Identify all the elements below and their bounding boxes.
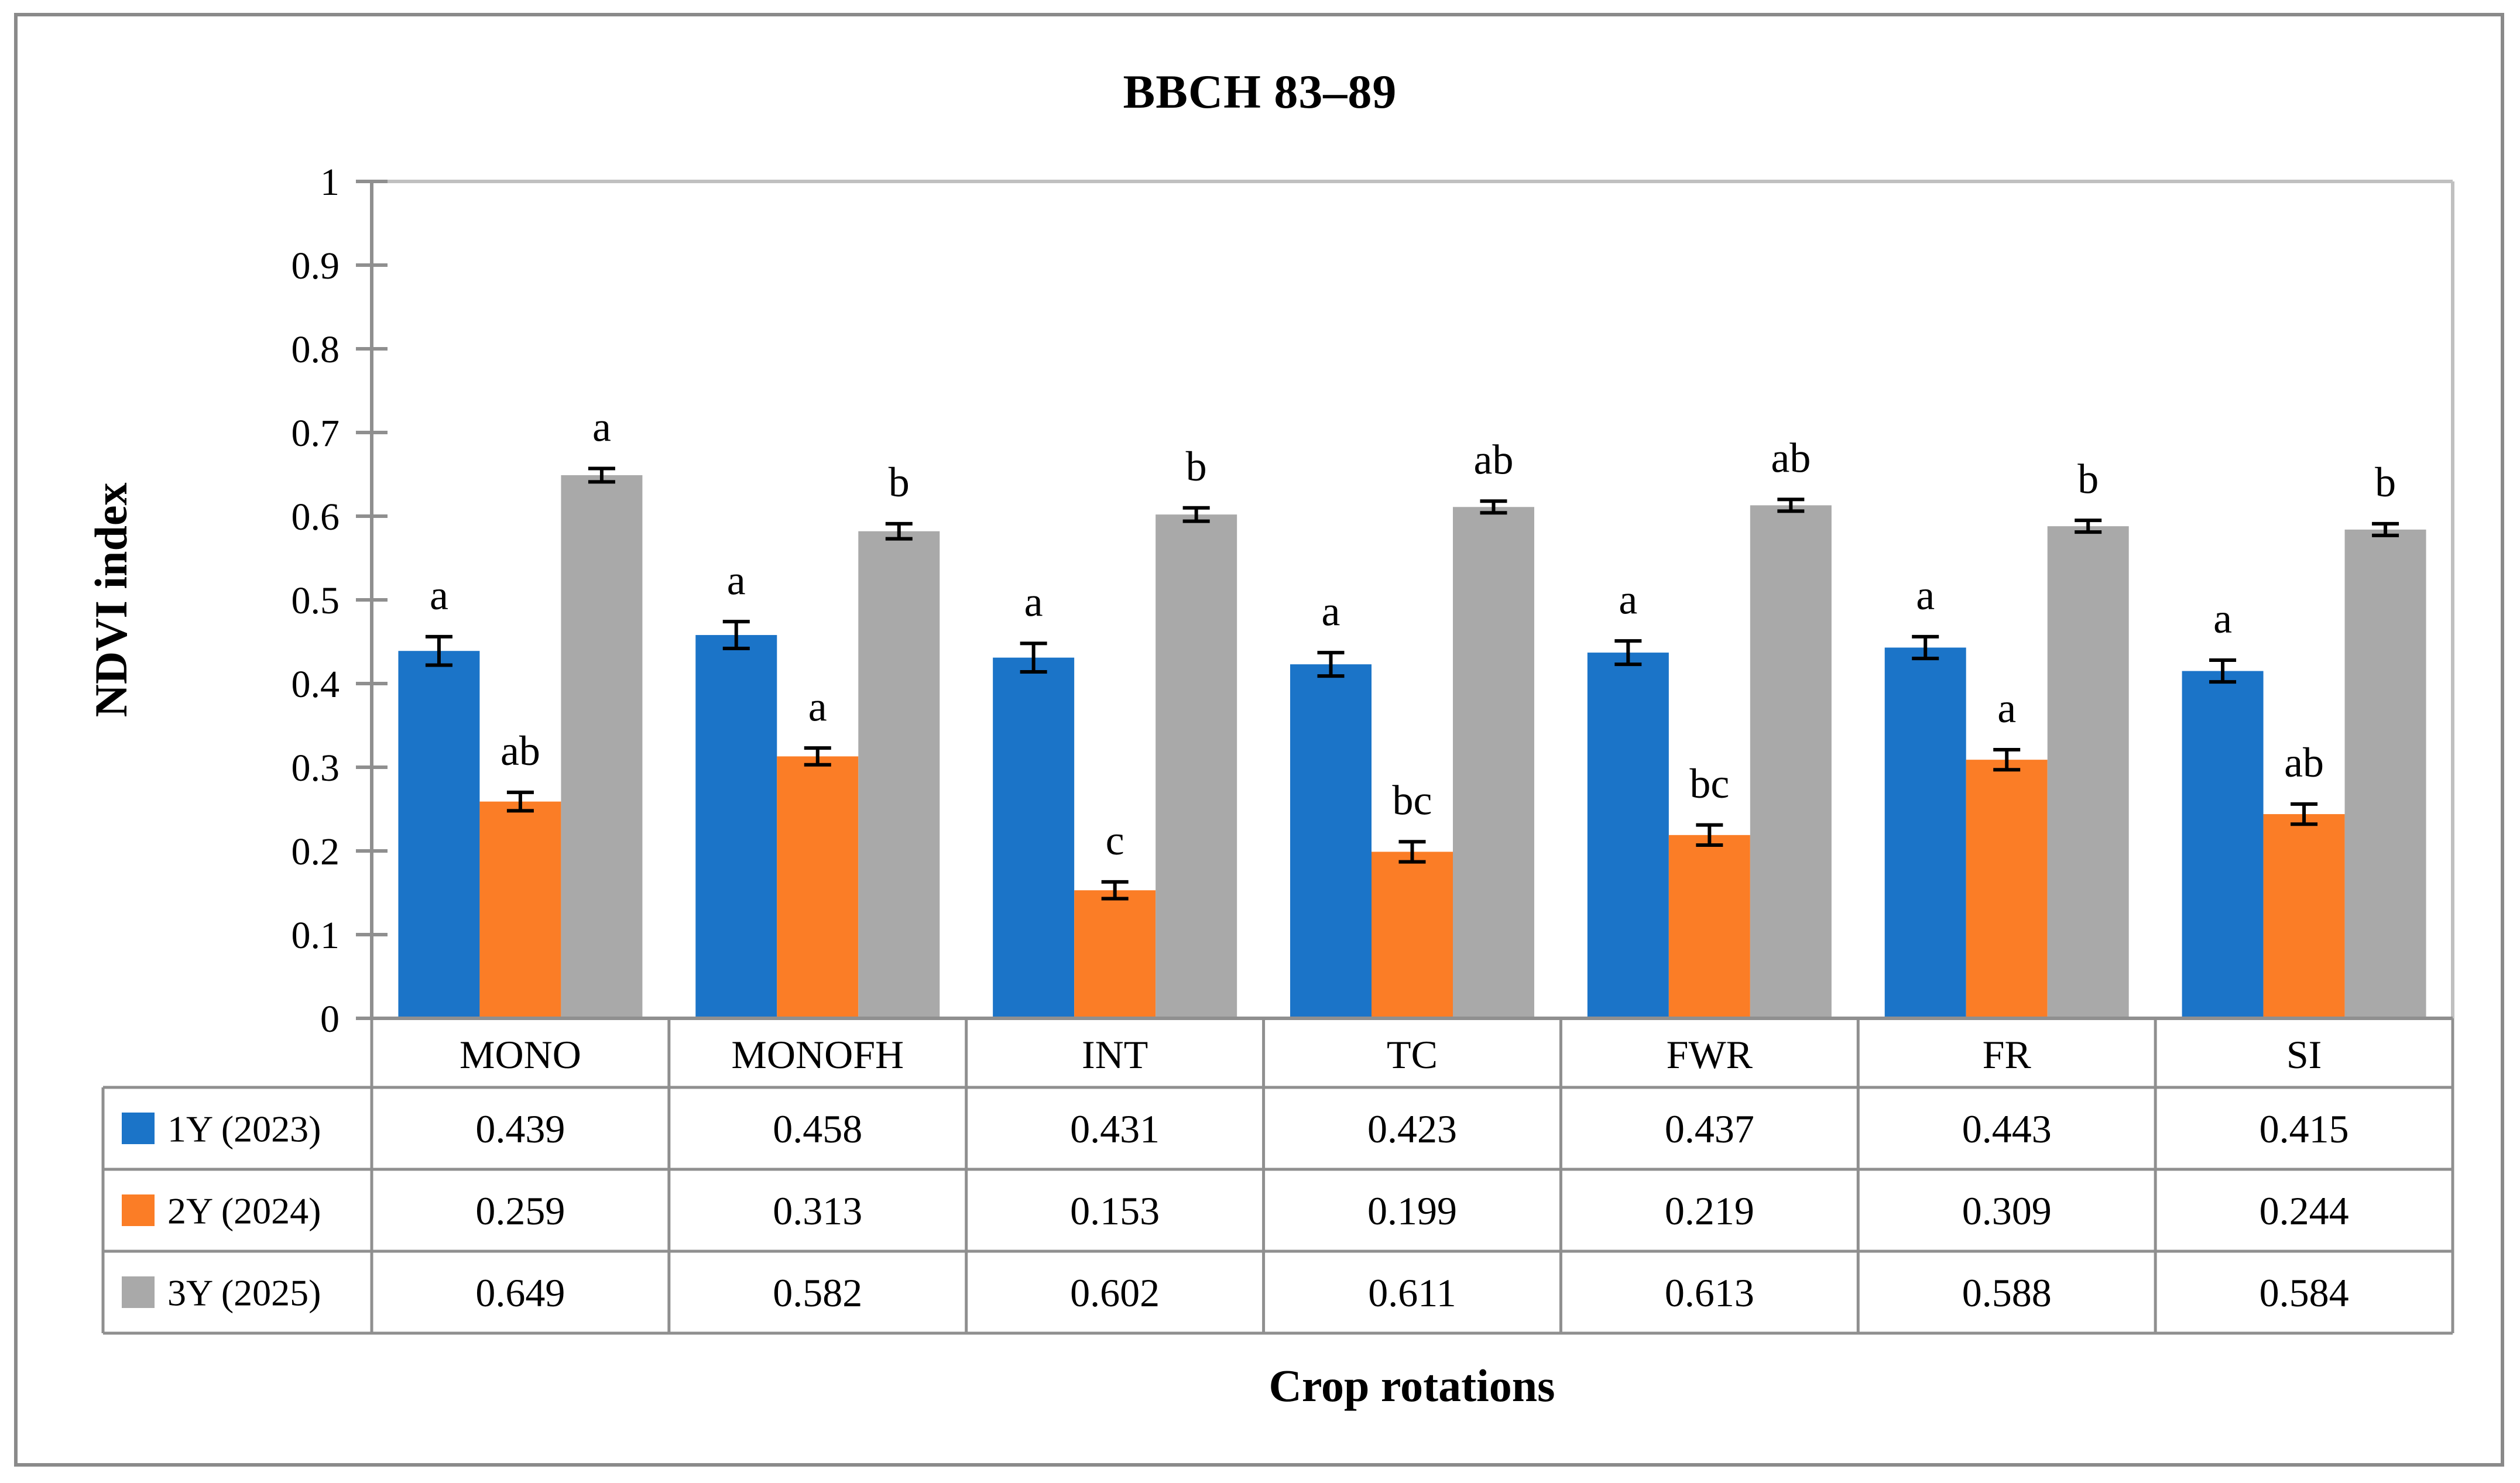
sig-letter: b (889, 459, 910, 506)
y-tick-label: 0.9 (292, 245, 340, 287)
category-label: INT (1082, 1032, 1148, 1077)
sig-letter: a (2213, 595, 2232, 642)
table-value: 0.153 (1070, 1189, 1160, 1233)
sig-letter: b (2077, 455, 2099, 502)
bar-monofh-1 (695, 635, 777, 1018)
sig-letter: a (592, 404, 611, 451)
y-tick-label: 0.7 (292, 412, 340, 455)
bar-mono-1 (398, 651, 480, 1018)
bar-int-2 (1074, 890, 1156, 1018)
y-tick-label: 0.1 (292, 914, 340, 957)
table-value: 0.199 (1367, 1189, 1457, 1233)
y-tick-label: 0.5 (292, 579, 340, 622)
table-value: 0.613 (1665, 1271, 1754, 1315)
table-value: 0.439 (475, 1107, 565, 1151)
y-tick-label: 0 (320, 998, 340, 1041)
sig-letter: a (1916, 572, 1935, 619)
table-value: 0.611 (1368, 1271, 1456, 1315)
bar-tc-2 (1372, 852, 1453, 1018)
legend-key (122, 1194, 155, 1226)
category-label: SI (2286, 1032, 2322, 1077)
bar-tc-3 (1453, 507, 1534, 1018)
sig-letter: c (1106, 817, 1124, 864)
sig-letter: a (1997, 685, 2016, 732)
y-tick-label: 0.3 (292, 747, 340, 789)
table-value: 0.582 (773, 1271, 862, 1315)
sig-letter: a (1619, 576, 1637, 623)
table-value: 0.423 (1367, 1107, 1457, 1151)
bar-fwr-2 (1668, 835, 1750, 1018)
bar-fwr-1 (1587, 653, 1669, 1018)
legend-key (122, 1276, 155, 1308)
table-value: 0.415 (2260, 1107, 2349, 1151)
bar-monofh-2 (777, 756, 859, 1018)
table-value: 0.458 (773, 1107, 862, 1151)
y-tick-label: 1 (320, 161, 340, 204)
table-value: 0.309 (1962, 1189, 2052, 1233)
table-value: 0.431 (1070, 1107, 1160, 1151)
bar-fr-3 (2047, 526, 2129, 1018)
sig-letter: ab (1474, 436, 1514, 483)
category-label: FWR (1667, 1032, 1753, 1077)
sig-letter: a (808, 683, 827, 730)
bar-mono-2 (479, 801, 561, 1018)
category-label: TC (1387, 1032, 1438, 1077)
table-value: 0.259 (475, 1189, 565, 1233)
sig-letter: a (1322, 588, 1340, 634)
sig-letter: b (2375, 459, 2396, 506)
table-value: 0.649 (475, 1271, 565, 1315)
sig-letter: ab (1771, 435, 1811, 482)
sig-letter: ab (2284, 739, 2324, 786)
table-value: 0.437 (1665, 1107, 1754, 1151)
sig-letter: a (1024, 579, 1043, 626)
table-value: 0.588 (1962, 1271, 2052, 1315)
y-tick-label: 0.2 (292, 830, 340, 873)
sig-letter: a (727, 557, 746, 603)
table-value: 0.584 (2260, 1271, 2349, 1315)
table-value: 0.313 (773, 1189, 862, 1233)
sig-letter: bc (1393, 777, 1432, 823)
bar-fr-1 (1884, 647, 1966, 1018)
bar-fwr-3 (1750, 505, 1832, 1018)
bar-monofh-3 (858, 531, 940, 1018)
bar-tc-1 (1290, 664, 1372, 1018)
legend-label: 1Y (2023) (167, 1108, 321, 1149)
table-value: 0.602 (1070, 1271, 1160, 1315)
category-label: MONOFH (731, 1032, 904, 1077)
y-tick-label: 0.6 (292, 496, 340, 538)
bar-int-1 (993, 657, 1075, 1018)
table-value: 0.443 (1962, 1107, 2052, 1151)
table-value: 0.219 (1665, 1189, 1754, 1233)
bar-si-1 (2182, 671, 2264, 1018)
table-value: 0.244 (2260, 1189, 2349, 1233)
legend-label: 2Y (2024) (167, 1190, 321, 1231)
sig-letter: bc (1689, 760, 1729, 807)
legend-label: 3Y (2025) (167, 1272, 321, 1313)
bar-fr-2 (1966, 760, 2048, 1018)
bar-mono-3 (561, 475, 643, 1018)
category-label: MONO (460, 1032, 581, 1077)
bar-si-3 (2344, 529, 2426, 1018)
bar-int-3 (1156, 514, 1237, 1018)
bar-si-2 (2263, 814, 2345, 1018)
sig-letter: a (430, 572, 448, 619)
x-axis-title: Crop rotations (1268, 1360, 1555, 1411)
category-label: FR (1983, 1032, 2032, 1077)
y-tick-label: 0.8 (292, 328, 340, 371)
chart-title: BBCH 83–89 (1123, 65, 1397, 118)
legend-key (122, 1113, 155, 1144)
sig-letter: ab (500, 727, 540, 774)
sig-letter: b (1186, 443, 1207, 490)
y-tick-label: 0.4 (292, 663, 340, 706)
